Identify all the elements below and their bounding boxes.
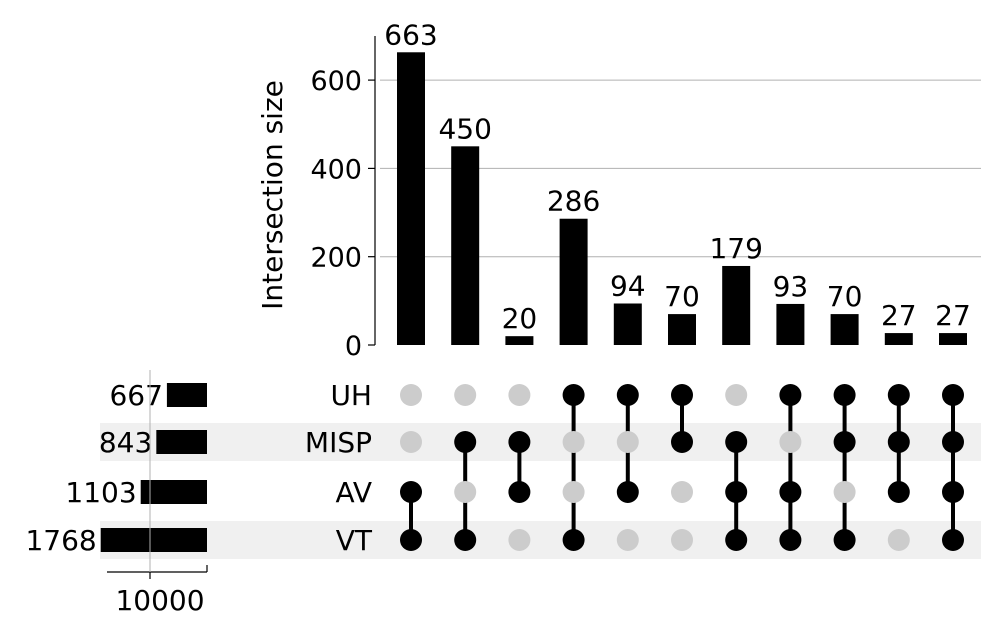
matrix-dot-10-misp [942, 431, 964, 453]
y-tick-label-400: 400 [310, 154, 362, 185]
set-size-axis: 10000 [107, 370, 208, 617]
set-label-vt: VT [336, 524, 373, 557]
matrix-dot-3-misp [562, 431, 585, 453]
matrix-dot-1-av [454, 481, 477, 503]
intersection-bar-10 [939, 333, 967, 345]
intersection-bar-label-10: 27 [935, 299, 971, 332]
matrix-dot-0-misp [400, 431, 422, 453]
matrix-dot-3-uh [562, 384, 585, 406]
matrix-dot-0-uh [400, 384, 422, 406]
matrix-dot-8-uh [833, 384, 856, 406]
y-tick-label-0: 0 [345, 331, 362, 362]
intersection-bar-4 [613, 303, 642, 345]
matrix-dot-9-misp [887, 431, 910, 453]
matrix-dot-4-uh [616, 384, 639, 406]
intersection-bar-label-3: 286 [547, 185, 600, 218]
matrix-dot-7-av [779, 481, 802, 503]
intersection-matrix [400, 384, 964, 551]
matrix-dot-1-uh [454, 384, 477, 406]
matrix-dot-5-vt [671, 529, 693, 551]
intersection-bar-0 [397, 52, 425, 346]
intersection-bar-label-1: 450 [438, 112, 491, 145]
matrix-dot-10-uh [942, 384, 964, 406]
matrix-dot-9-av [887, 481, 910, 503]
matrix-dot-2-vt [508, 529, 531, 551]
set-size-bar-av [140, 480, 207, 504]
intersection-bar-8 [830, 314, 859, 345]
matrix-dot-0-vt [400, 529, 422, 551]
intersection-bar-label-4: 94 [610, 269, 646, 302]
matrix-dot-4-av [616, 481, 639, 503]
intersection-bar-7 [776, 303, 805, 345]
set-label-misp: MISP [305, 426, 372, 459]
intersection-bar-5 [668, 314, 696, 345]
y-axis: 0 200 400 600 [310, 35, 376, 362]
intersection-bar-label-5: 70 [664, 280, 700, 313]
matrix-dot-2-uh [508, 384, 531, 406]
intersection-bar-label-9: 27 [881, 299, 917, 332]
matrix-dot-9-vt [887, 529, 910, 551]
intersection-bar-1 [451, 146, 480, 345]
matrix-dot-3-vt [562, 529, 585, 551]
intersection-bar-label-8: 70 [827, 280, 863, 313]
set-size-bar-vt [100, 528, 207, 552]
intersection-bar-6 [722, 265, 751, 345]
matrix-dot-6-misp [725, 431, 748, 453]
matrix-dot-7-misp [779, 431, 802, 453]
matrix-dot-6-vt [725, 529, 748, 551]
matrix-dot-8-misp [833, 431, 856, 453]
matrix-dot-6-av [725, 481, 748, 503]
matrix-dot-3-av [562, 481, 585, 503]
intersection-bar-label-6: 179 [709, 232, 762, 265]
intersection-bars [397, 52, 967, 346]
set-labels: UH MISP AV VT [305, 379, 373, 557]
set-label-av: AV [335, 476, 372, 509]
intersection-bar-2 [505, 336, 534, 345]
matrix-dot-10-av [942, 481, 964, 503]
matrix-dot-7-uh [779, 384, 802, 406]
matrix-dot-5-av [671, 481, 693, 503]
matrix-dot-8-av [833, 481, 856, 503]
set-size-tick-label: 10000 [115, 584, 204, 617]
set-size-bars: 667 843 1103 1768 [25, 379, 207, 557]
y-tick-label-600: 600 [310, 66, 362, 97]
set-size-label-uh: 667 [109, 379, 162, 412]
intersection-bar-label-0: 663 [384, 18, 437, 51]
set-size-bar-uh [166, 383, 207, 407]
intersection-bar-label-2: 20 [502, 302, 538, 335]
matrix-dot-0-av [400, 481, 422, 503]
y-axis-label: Intersection size [256, 80, 289, 310]
matrix-dot-4-misp [616, 431, 639, 453]
set-size-bar-misp [156, 430, 207, 454]
matrix-dot-6-uh [725, 384, 748, 406]
matrix-dot-5-uh [671, 384, 693, 406]
gridlines [380, 79, 981, 258]
matrix-dot-2-misp [508, 431, 531, 453]
set-size-label-misp: 843 [99, 426, 152, 459]
matrix-dot-1-misp [454, 431, 477, 453]
matrix-dot-5-misp [671, 431, 693, 453]
y-tick-label-200: 200 [310, 243, 362, 274]
set-size-label-vt: 1768 [25, 524, 96, 557]
intersection-bar-label-7: 93 [773, 270, 809, 303]
matrix-dot-8-vt [833, 529, 856, 551]
matrix-dot-4-vt [616, 529, 639, 551]
matrix-dot-1-vt [454, 529, 477, 551]
set-size-label-av: 1103 [65, 476, 136, 509]
intersection-bar-3 [559, 218, 588, 345]
set-label-uh: UH [330, 379, 372, 412]
matrix-dot-2-av [508, 481, 531, 503]
intersection-bar-labels: 663 450 20 286 94 70 179 93 70 27 27 [384, 18, 971, 335]
matrix-dot-9-uh [887, 384, 910, 406]
intersection-bar-9 [884, 333, 913, 345]
matrix-dot-7-vt [779, 529, 802, 551]
matrix-dot-10-vt [942, 529, 964, 551]
